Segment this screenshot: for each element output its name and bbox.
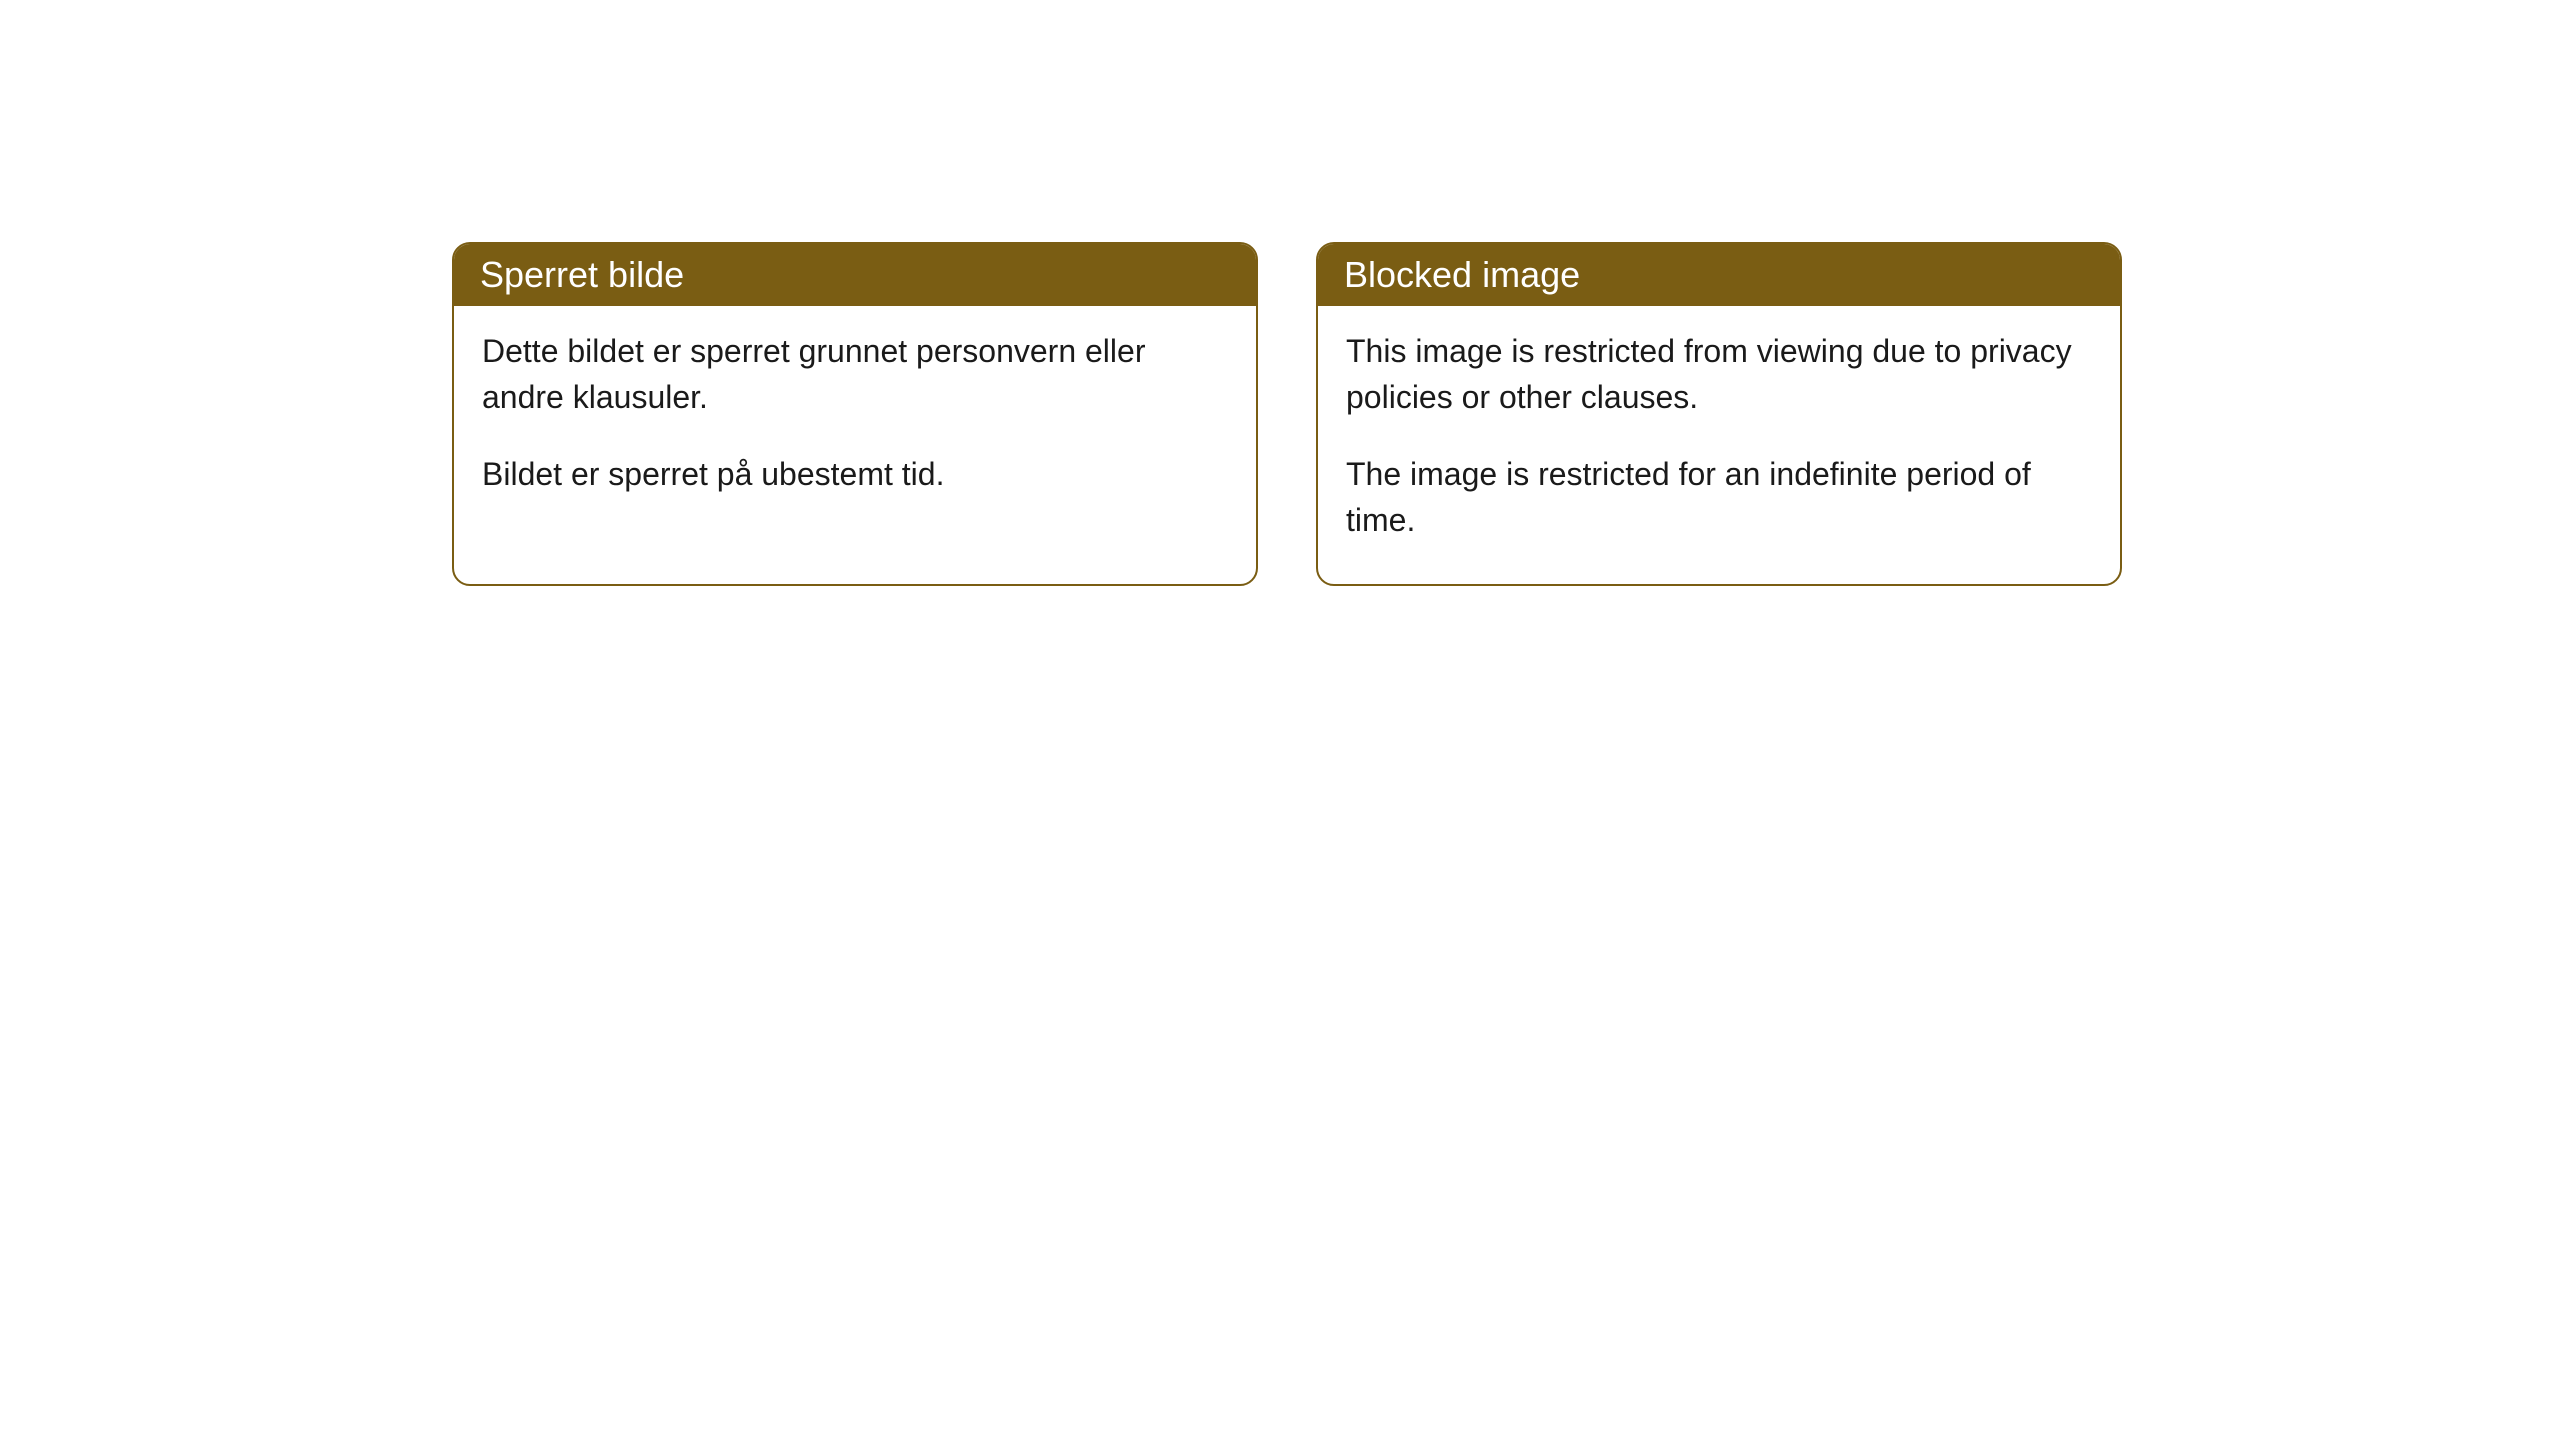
blocked-image-card-english: Blocked image This image is restricted f…: [1316, 242, 2122, 586]
cards-container: Sperret bilde Dette bildet er sperret gr…: [0, 0, 2560, 586]
card-title: Sperret bilde: [480, 254, 684, 295]
card-header: Sperret bilde: [454, 244, 1256, 306]
card-body: This image is restricted from viewing du…: [1318, 306, 2120, 584]
card-header: Blocked image: [1318, 244, 2120, 306]
card-paragraph: The image is restricted for an indefinit…: [1346, 451, 2092, 544]
blocked-image-card-norwegian: Sperret bilde Dette bildet er sperret gr…: [452, 242, 1258, 586]
card-paragraph: This image is restricted from viewing du…: [1346, 328, 2092, 421]
card-paragraph: Bildet er sperret på ubestemt tid.: [482, 451, 1228, 497]
card-body: Dette bildet er sperret grunnet personve…: [454, 306, 1256, 537]
card-title: Blocked image: [1344, 254, 1580, 295]
card-paragraph: Dette bildet er sperret grunnet personve…: [482, 328, 1228, 421]
